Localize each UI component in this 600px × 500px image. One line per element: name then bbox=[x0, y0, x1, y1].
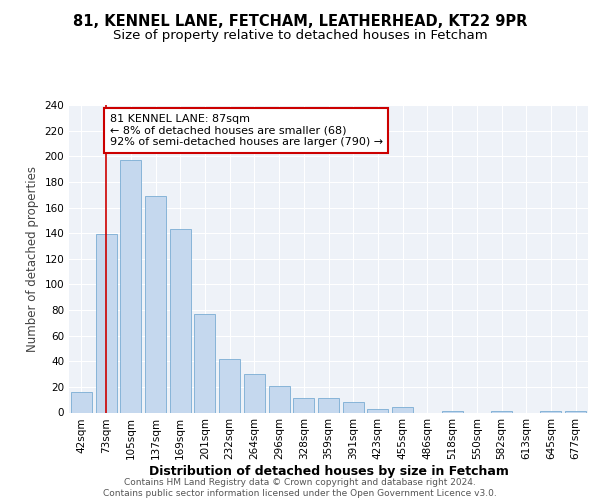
Bar bbox=[318, 398, 339, 412]
Y-axis label: Number of detached properties: Number of detached properties bbox=[26, 166, 39, 352]
Bar bbox=[442, 411, 463, 412]
Bar bbox=[244, 374, 265, 412]
Bar bbox=[491, 411, 512, 412]
Bar bbox=[392, 408, 413, 412]
Bar bbox=[120, 160, 141, 412]
Bar bbox=[293, 398, 314, 412]
Bar bbox=[541, 411, 562, 412]
Bar bbox=[194, 314, 215, 412]
Bar bbox=[170, 230, 191, 412]
Text: 81, KENNEL LANE, FETCHAM, LEATHERHEAD, KT22 9PR: 81, KENNEL LANE, FETCHAM, LEATHERHEAD, K… bbox=[73, 14, 527, 28]
X-axis label: Distribution of detached houses by size in Fetcham: Distribution of detached houses by size … bbox=[149, 465, 508, 478]
Bar bbox=[269, 386, 290, 412]
Bar bbox=[71, 392, 92, 412]
Text: 81 KENNEL LANE: 87sqm
← 8% of detached houses are smaller (68)
92% of semi-detac: 81 KENNEL LANE: 87sqm ← 8% of detached h… bbox=[110, 114, 383, 147]
Text: Contains HM Land Registry data © Crown copyright and database right 2024.
Contai: Contains HM Land Registry data © Crown c… bbox=[103, 478, 497, 498]
Bar bbox=[145, 196, 166, 412]
Bar bbox=[367, 408, 388, 412]
Bar bbox=[95, 234, 116, 412]
Bar bbox=[343, 402, 364, 412]
Bar bbox=[219, 358, 240, 412]
Bar bbox=[565, 411, 586, 412]
Text: Size of property relative to detached houses in Fetcham: Size of property relative to detached ho… bbox=[113, 28, 487, 42]
